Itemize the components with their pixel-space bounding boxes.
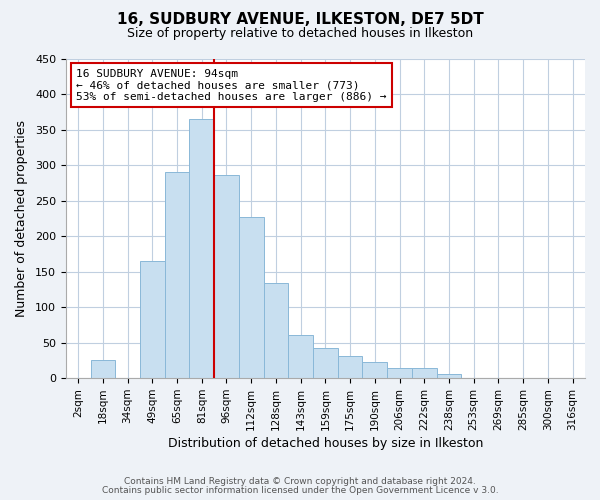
Bar <box>239 217 263 378</box>
Text: 16, SUDBURY AVENUE, ILKESTON, DE7 5DT: 16, SUDBURY AVENUE, ILKESTON, DE7 5DT <box>116 12 484 28</box>
Bar <box>437 374 461 378</box>
Bar <box>289 335 313 378</box>
Bar <box>263 283 289 378</box>
Bar <box>190 120 214 378</box>
Bar <box>412 368 437 378</box>
Bar <box>164 172 190 378</box>
Bar <box>338 356 362 378</box>
Bar <box>387 368 412 378</box>
Y-axis label: Number of detached properties: Number of detached properties <box>15 120 28 317</box>
Bar <box>91 360 115 378</box>
Bar <box>140 261 164 378</box>
Text: Size of property relative to detached houses in Ilkeston: Size of property relative to detached ho… <box>127 28 473 40</box>
Text: 16 SUDBURY AVENUE: 94sqm
← 46% of detached houses are smaller (773)
53% of semi-: 16 SUDBURY AVENUE: 94sqm ← 46% of detach… <box>76 68 386 102</box>
Text: Contains public sector information licensed under the Open Government Licence v : Contains public sector information licen… <box>101 486 499 495</box>
Bar <box>313 348 338 378</box>
Bar <box>214 176 239 378</box>
Text: Contains HM Land Registry data © Crown copyright and database right 2024.: Contains HM Land Registry data © Crown c… <box>124 477 476 486</box>
X-axis label: Distribution of detached houses by size in Ilkeston: Distribution of detached houses by size … <box>168 437 483 450</box>
Bar <box>362 362 387 378</box>
